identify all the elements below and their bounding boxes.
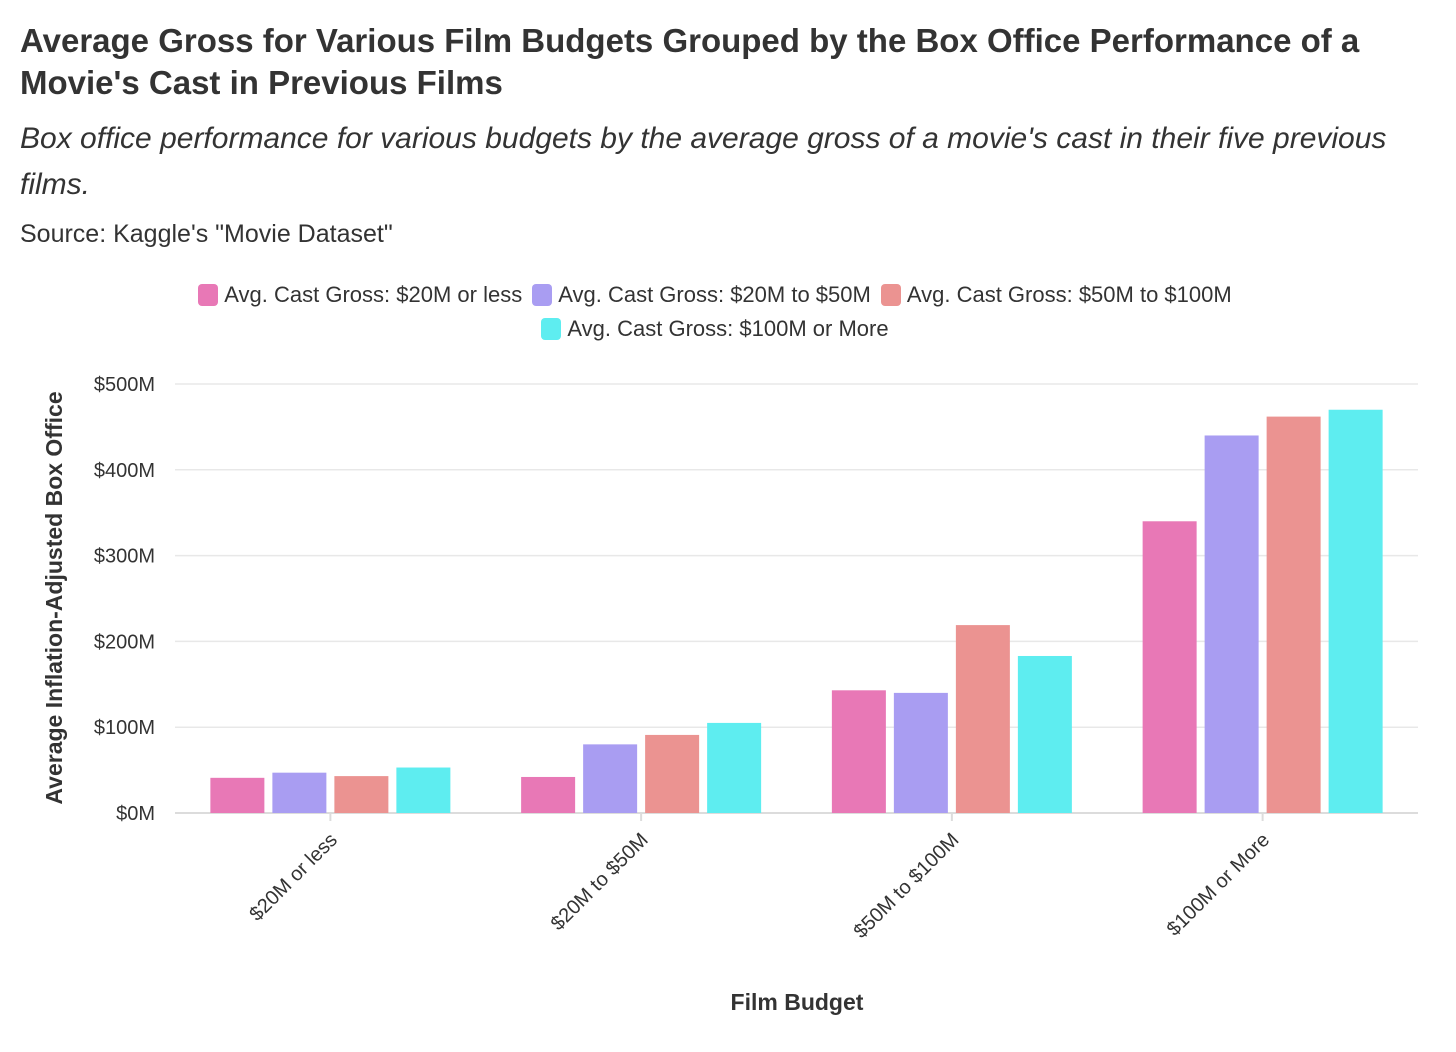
- x-tick-label: $20M or less: [245, 829, 342, 926]
- legend-swatch: [880, 284, 901, 306]
- y-tick-label: $300M: [94, 546, 155, 568]
- bar[interactable]: [893, 692, 948, 813]
- bar[interactable]: [955, 625, 1010, 813]
- legend-label: Avg. Cast Gross: $100M or More: [567, 316, 889, 341]
- chart-legend: Avg. Cast Gross: $20M or less Avg. Cast G…: [140, 279, 1290, 345]
- bar[interactable]: [707, 722, 762, 813]
- bar[interactable]: [1017, 655, 1072, 813]
- chart-source: Source: Kaggle's "Movie Dataset": [20, 220, 393, 248]
- bar[interactable]: [272, 772, 327, 813]
- legend-swatch: [541, 318, 562, 340]
- y-axis-ticks: $0M $100M $200M $300M $400M $500M: [94, 374, 155, 825]
- y-tick-label: $0M: [116, 803, 155, 825]
- bar[interactable]: [1142, 521, 1197, 813]
- x-tick-label: $100M or More: [1163, 829, 1274, 940]
- x-axis-ticks: $20M or less $20M to $50M $50M to $100M $10…: [245, 829, 1274, 943]
- y-tick-label: $400M: [94, 460, 155, 482]
- chart-title: Average Gross for Various Film Budgets G…: [20, 22, 1360, 101]
- bar[interactable]: [645, 734, 700, 813]
- bar[interactable]: [334, 776, 389, 813]
- legend-label: Avg. Cast Gross: $20M or less: [224, 282, 523, 307]
- x-tick-label: $20M to $50M: [547, 829, 653, 935]
- y-tick-label: $500M: [94, 374, 155, 396]
- bar[interactable]: [521, 776, 576, 813]
- y-tick-label: $200M: [94, 631, 155, 653]
- y-tick-label: $100M: [94, 717, 155, 739]
- legend-label: Avg. Cast Gross: $50M to $100M: [906, 282, 1232, 307]
- bar[interactable]: [583, 744, 638, 813]
- bars: [210, 409, 1383, 813]
- bar[interactable]: [210, 777, 265, 813]
- legend-swatch: [532, 284, 553, 306]
- bar[interactable]: [1328, 409, 1383, 813]
- x-axis-title: Film Budget: [731, 989, 864, 1015]
- bar[interactable]: [396, 767, 451, 813]
- legend-swatch: [198, 284, 219, 306]
- y-axis-title: Average Inflation-Adjusted Box Office: [41, 391, 67, 804]
- legend-item[interactable]: Avg. Cast Gross: $100M or More: [541, 313, 889, 345]
- legend-item[interactable]: Avg. Cast Gross: $20M or less: [198, 279, 522, 311]
- bar[interactable]: [1266, 416, 1321, 813]
- legend-label: Avg. Cast Gross: $20M to $50M: [558, 282, 871, 307]
- bar[interactable]: [831, 690, 886, 813]
- bar[interactable]: [1204, 435, 1259, 813]
- chart-subtitle: Box office performance for various budge…: [20, 122, 1387, 201]
- legend-item[interactable]: Avg. Cast Gross: $50M to $100M: [880, 279, 1232, 311]
- legend-item[interactable]: Avg. Cast Gross: $20M to $50M: [532, 279, 871, 311]
- x-tick-label: $50M to $100M: [850, 829, 964, 943]
